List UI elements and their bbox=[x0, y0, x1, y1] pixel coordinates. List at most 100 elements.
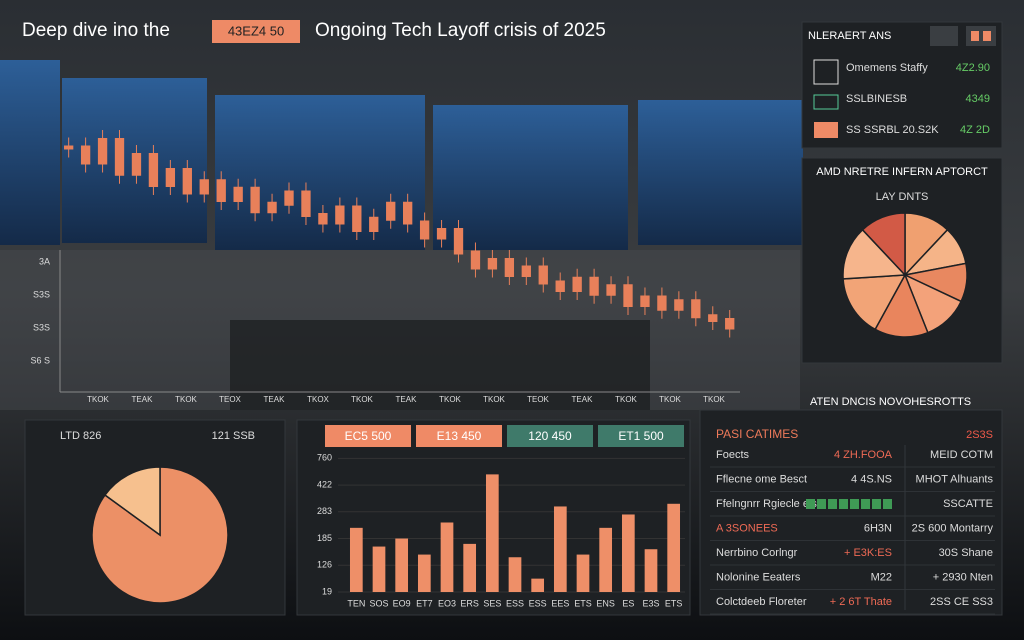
cell: 4 ZH.FOOA bbox=[834, 449, 893, 461]
x-axis-label: TEOX bbox=[219, 395, 241, 404]
bar bbox=[485, 474, 499, 592]
left-label: LTD 826 bbox=[60, 430, 101, 442]
pie-title: AMD NRETRE INFERN APTORCT bbox=[816, 166, 988, 178]
x-tick-label: ESS bbox=[529, 598, 547, 608]
bar bbox=[440, 522, 454, 592]
cell: M22 bbox=[871, 571, 892, 583]
x-axis-label: TKOX bbox=[307, 395, 329, 404]
filter-button[interactable] bbox=[598, 425, 684, 447]
progress-segment bbox=[861, 499, 870, 509]
alert-icon bbox=[813, 59, 839, 85]
x-tick-label: SES bbox=[483, 598, 501, 608]
pie-slice bbox=[842, 274, 907, 331]
icon-button[interactable] bbox=[930, 26, 958, 46]
progress-segment bbox=[850, 499, 859, 509]
progress-segment bbox=[883, 499, 892, 509]
x-axis-label: TKOK bbox=[175, 395, 197, 404]
cell: SSCATTE bbox=[943, 498, 993, 510]
filter-button-label: E13 450 bbox=[437, 429, 482, 443]
x-axis-label: TEAK bbox=[264, 395, 286, 404]
x-axis-label: TKOK bbox=[659, 395, 681, 404]
filter-button-label: 120 450 bbox=[528, 429, 572, 443]
icon-button[interactable] bbox=[966, 26, 996, 46]
y-tick-label: 19 bbox=[322, 586, 332, 596]
pie-slice bbox=[103, 466, 161, 537]
x-tick-label: ERS bbox=[460, 598, 479, 608]
x-tick-label: EO9 bbox=[393, 598, 411, 608]
filter-button-label: EC5 500 bbox=[345, 429, 392, 443]
alert-value: 4Z 2D bbox=[960, 124, 990, 136]
bar bbox=[508, 557, 522, 592]
x-axis-label: TKOK bbox=[351, 395, 373, 404]
cell: Fflecne ome Besct bbox=[716, 473, 807, 485]
filter-button[interactable] bbox=[325, 425, 411, 447]
alert-icon bbox=[813, 94, 839, 110]
x-tick-label: ETS bbox=[665, 598, 683, 608]
y-tick-label: 283 bbox=[317, 506, 332, 516]
cell: MEID COTM bbox=[930, 449, 993, 461]
badge: 43EZ4 50 bbox=[228, 23, 284, 38]
right-label: 121 SSB bbox=[212, 430, 255, 442]
y-tick-label: 185 bbox=[317, 533, 332, 543]
filter-button[interactable] bbox=[507, 425, 593, 447]
x-tick-label: ESS bbox=[506, 598, 524, 608]
x-axis-label: TKOK bbox=[703, 395, 725, 404]
filter-button[interactable] bbox=[416, 425, 502, 447]
cell: Foects bbox=[716, 449, 750, 461]
bar bbox=[599, 527, 613, 592]
x-axis-label: TEAK bbox=[572, 395, 594, 404]
x-tick-label: ETS bbox=[574, 598, 592, 608]
bar bbox=[395, 538, 409, 592]
x-axis-label: TKOK bbox=[439, 395, 461, 404]
cell: 2S 600 Montarry bbox=[912, 522, 994, 534]
x-axis-label: TKOK bbox=[87, 395, 109, 404]
cell: Ffelngnrr Rgiecle eis bbox=[716, 498, 817, 510]
alert-value: 4Z2.90 bbox=[956, 62, 990, 74]
x-tick-label: EO3 bbox=[438, 598, 456, 608]
alert-label: Omemens Staffy bbox=[846, 62, 928, 74]
alerts-title: NLERAERT ANS bbox=[808, 30, 891, 42]
bar bbox=[463, 543, 477, 592]
x-tick-label: ET7 bbox=[416, 598, 433, 608]
x-axis-label: TEAK bbox=[132, 395, 154, 404]
x-tick-label: TEN bbox=[347, 598, 365, 608]
alert-value: 4349 bbox=[966, 93, 990, 105]
icon bbox=[983, 31, 991, 41]
x-tick-label: ENS bbox=[596, 598, 615, 608]
table-title-value: 2S3S bbox=[966, 429, 993, 441]
x-axis-label: TEOK bbox=[527, 395, 549, 404]
table-title: PASI CATIMES bbox=[716, 427, 798, 441]
y-tick-label: 760 bbox=[317, 453, 332, 463]
filter-button-label: ET1 500 bbox=[618, 429, 664, 443]
badge-box bbox=[212, 20, 300, 43]
x-tick-label: EES bbox=[551, 598, 569, 608]
table-caption: ATEN DNCIS NOVOHESROTTS bbox=[810, 396, 971, 408]
bar bbox=[576, 554, 590, 592]
bar bbox=[553, 506, 567, 592]
cell: 2SS CE SS3 bbox=[930, 596, 993, 608]
x-axis-label: TKOK bbox=[615, 395, 637, 404]
icon bbox=[971, 31, 979, 41]
y-axis-label: S3S bbox=[33, 289, 50, 299]
y-tick-label: 422 bbox=[317, 479, 332, 489]
progress-segment bbox=[817, 499, 826, 509]
x-axis-label: TEAK bbox=[396, 395, 418, 404]
cell: 30S Shane bbox=[939, 547, 993, 559]
cell: + 2 6T Thate bbox=[830, 596, 892, 608]
bar bbox=[531, 578, 545, 592]
alert-icon bbox=[814, 122, 838, 138]
cell: A 3SONEES bbox=[716, 522, 778, 534]
cell: Nerrbino Corlngr bbox=[716, 547, 798, 559]
cell: 6H3N bbox=[864, 522, 892, 534]
y-axis-label: S6 S bbox=[30, 355, 50, 365]
pie-slice bbox=[842, 228, 907, 280]
progress-segment bbox=[828, 499, 837, 509]
progress-segment bbox=[872, 499, 881, 509]
title-right: Ongoing Tech Layoff crisis of 2025 bbox=[315, 20, 606, 41]
x-tick-label: ES bbox=[622, 598, 634, 608]
cell: + 2930 Nten bbox=[933, 571, 993, 583]
bar bbox=[372, 546, 386, 592]
x-axis-label: TKOK bbox=[483, 395, 505, 404]
progress-segment bbox=[839, 499, 848, 509]
x-tick-label: SOS bbox=[369, 598, 388, 608]
